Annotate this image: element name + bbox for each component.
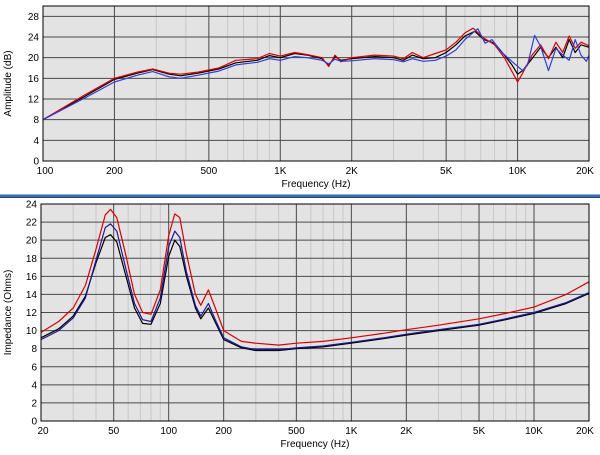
- imp-x-tick-label: 1K: [345, 426, 358, 437]
- imp-x-tick-label: 10K: [525, 426, 543, 437]
- amp-y-tick-label: 12: [28, 95, 40, 106]
- amp-y-tick-label: 4: [33, 136, 39, 147]
- imp-x-tick-label: 20K: [576, 426, 594, 437]
- imp-y-tick-label: 2: [31, 398, 37, 409]
- imp-y-tick-label: 24: [26, 200, 38, 211]
- imp-series-line-1: [40, 208, 590, 346]
- imp-y-tick-label: 10: [26, 326, 38, 337]
- imp-y-tick-label: 22: [26, 218, 38, 229]
- amp-x-tick-label: 500: [201, 166, 218, 177]
- panel-separator: [0, 194, 600, 198]
- imp-x-axis-title: Frequency (Hz): [281, 439, 350, 450]
- amp-x-tick-label: 20K: [576, 166, 594, 177]
- imp-plot-frame: [40, 203, 590, 422]
- amp-y-tick-label: 16: [28, 74, 40, 85]
- amp-x-tick-label: 200: [106, 166, 123, 177]
- amp-y-tick-label: 0: [33, 157, 39, 168]
- imp-x-tick-label: 5K: [473, 426, 486, 437]
- imp-x-tick-label: 20: [37, 426, 49, 437]
- imp-y-tick-label: 0: [31, 417, 37, 428]
- amp-series-line-1: [42, 30, 590, 121]
- imp-y-tick-label: 16: [26, 272, 38, 283]
- amp-x-tick-label: 100: [37, 166, 54, 177]
- imp-x-tick-label: 100: [160, 426, 177, 437]
- imp-x-tick-label: 50: [108, 426, 120, 437]
- imp-series-line-2: [40, 234, 590, 352]
- amp-series-line-3: [42, 28, 590, 121]
- imp-y-tick-label: 14: [26, 290, 38, 301]
- amp-plot-background: [43, 6, 589, 161]
- imp-x-tick-label: 500: [288, 426, 305, 437]
- amp-y-tick-label: 8: [33, 115, 39, 126]
- imp-y-tick-label: 20: [26, 236, 38, 247]
- imp-y-tick-label: 8: [31, 344, 37, 355]
- amp-x-tick-label: 5K: [440, 166, 453, 177]
- amp-y-axis-title: Amplitude (dB): [3, 50, 14, 116]
- imp-x-tick-label: 2K: [400, 426, 413, 437]
- amp-x-tick-label: 1K: [274, 166, 287, 177]
- amp-y-tick-label: 20: [28, 53, 40, 64]
- imp-y-tick-label: 6: [31, 362, 37, 373]
- imp-y-axis-title: Impedance (Ohms): [3, 270, 14, 356]
- amp-x-axis-title: Frequency (Hz): [282, 179, 351, 190]
- amp-y-tick-label: 28: [28, 12, 40, 23]
- amp-y-tick-label: 24: [28, 33, 40, 44]
- imp-y-tick-label: 12: [26, 308, 38, 319]
- imp-y-tick-label: 18: [26, 254, 38, 265]
- imp-x-tick-label: 200: [215, 426, 232, 437]
- imp-series-line-3: [40, 223, 590, 351]
- amp-x-tick-label: 2K: [346, 166, 359, 177]
- amp-x-tick-label: 10K: [509, 166, 527, 177]
- amp-series-line-2: [42, 27, 590, 121]
- amp-plot-frame: [42, 5, 590, 162]
- imp-y-tick-label: 4: [31, 380, 37, 391]
